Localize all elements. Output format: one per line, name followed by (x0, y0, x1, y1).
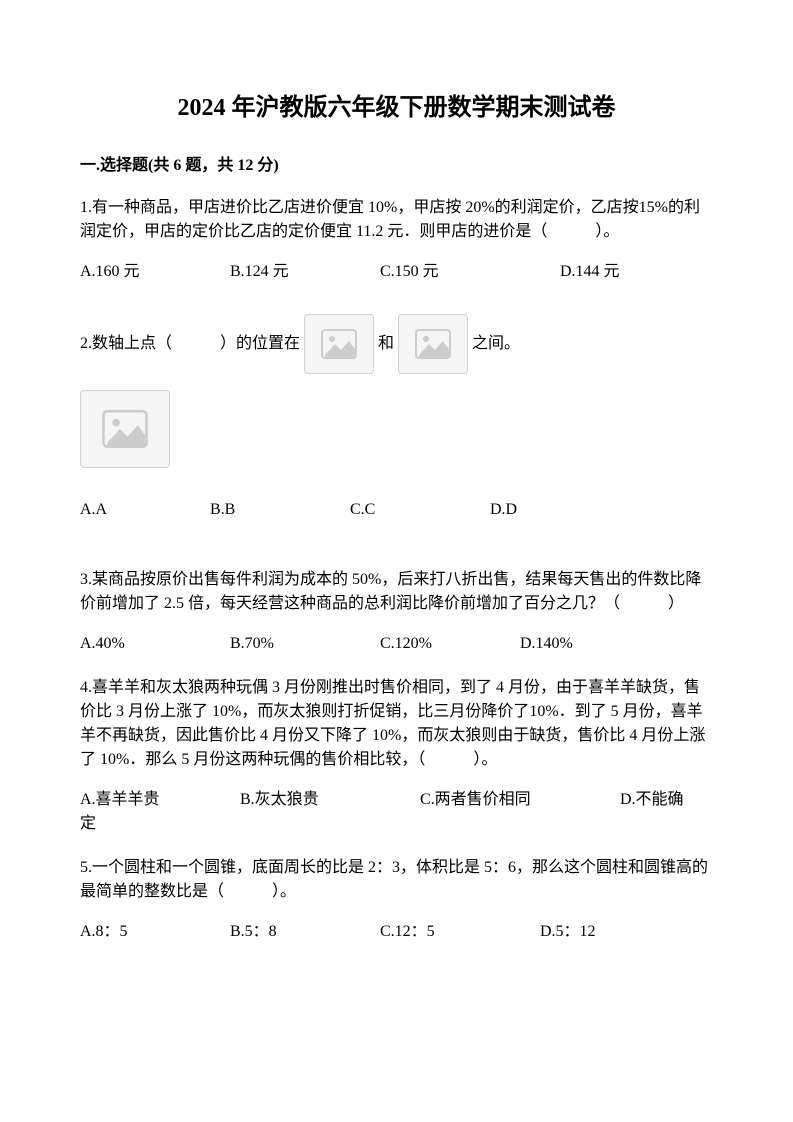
exam-title: 2024 年沪教版六年级下册数学期末测试卷 (80, 90, 713, 126)
question-3-options: A.40% B.70% C.120% D.140% (80, 632, 713, 656)
q5-option-a: A.8：5 (80, 920, 230, 944)
q2-mid: 和 (378, 332, 394, 356)
question-4-options: A.喜羊羊贵 B.灰太狼贵 C.两者售价相同 D.不能确 定 (80, 788, 713, 836)
image-placeholder-icon (398, 314, 468, 374)
q5-option-c: C.12：5 (380, 920, 540, 944)
q3-option-c: C.120% (380, 632, 520, 656)
q5-option-b: B.5：8 (230, 920, 380, 944)
image-placeholder-icon (80, 390, 170, 468)
q1-option-b: B.124 元 (230, 260, 380, 284)
q1-option-d: D.144 元 (560, 260, 710, 284)
question-2-text: 2.数轴上点（ ）的位置在 和 之间。 (80, 314, 713, 374)
q2-option-d: D.D (490, 498, 620, 522)
q4-option-b: B.灰太狼贵 (240, 788, 420, 812)
q2-option-b: B.B (210, 498, 350, 522)
question-5-options: A.8：5 B.5：8 C.12：5 D.5：12 (80, 920, 713, 944)
q3-option-b: B.70% (230, 632, 380, 656)
q2-option-c: C.C (350, 498, 490, 522)
q4-option-d-cont: 定 (80, 812, 713, 836)
section-1-header: 一.选择题(共 6 题，共 12 分) (80, 154, 713, 178)
question-4: 4.喜羊羊和灰太狼两种玩偶 3 月份刚推出时售价相同，到了 4 月份，由于喜羊羊… (80, 676, 713, 836)
q1-option-a: A.160 元 (80, 260, 230, 284)
question-3-text: 3.某商品按原价出售每件利润为成本的 50%，后来打八折出售，结果每天售出的件数… (80, 568, 713, 616)
question-3: 3.某商品按原价出售每件利润为成本的 50%，后来打八折出售，结果每天售出的件数… (80, 568, 713, 656)
question-5-text: 5.一个圆柱和一个圆锥，底面周长的比是 2：3，体积比是 5：6，那么这个圆柱和… (80, 856, 713, 904)
q5-option-d: D.5：12 (540, 920, 680, 944)
question-4-text: 4.喜羊羊和灰太狼两种玩偶 3 月份刚推出时售价相同，到了 4 月份，由于喜羊羊… (80, 676, 713, 772)
q3-option-d: D.140% (520, 632, 660, 656)
q4-option-c: C.两者售价相同 (420, 788, 620, 812)
q4-option-a: A.喜羊羊贵 (80, 788, 240, 812)
q2-prefix: 2.数轴上点（ ）的位置在 (80, 332, 300, 356)
question-2: 2.数轴上点（ ）的位置在 和 之间。 A.A B.B C.C D.D (80, 314, 713, 522)
question-5: 5.一个圆柱和一个圆锥，底面周长的比是 2：3，体积比是 5：6，那么这个圆柱和… (80, 856, 713, 944)
question-2-options: A.A B.B C.C D.D (80, 498, 713, 522)
image-placeholder-icon (304, 314, 374, 374)
question-2-figure (80, 390, 713, 468)
question-1: 1.有一种商品，甲店进价比乙店进价便宜 10%，甲店按 20%的利润定价，乙店按… (80, 196, 713, 284)
question-1-text: 1.有一种商品，甲店进价比乙店进价便宜 10%，甲店按 20%的利润定价，乙店按… (80, 196, 713, 244)
q2-option-a: A.A (80, 498, 210, 522)
q2-suffix: 之间。 (472, 332, 520, 356)
question-1-options: A.160 元 B.124 元 C.150 元 D.144 元 (80, 260, 713, 284)
q3-option-a: A.40% (80, 632, 230, 656)
q4-option-d: D.不能确 (620, 788, 684, 812)
q1-option-c: C.150 元 (380, 260, 560, 284)
